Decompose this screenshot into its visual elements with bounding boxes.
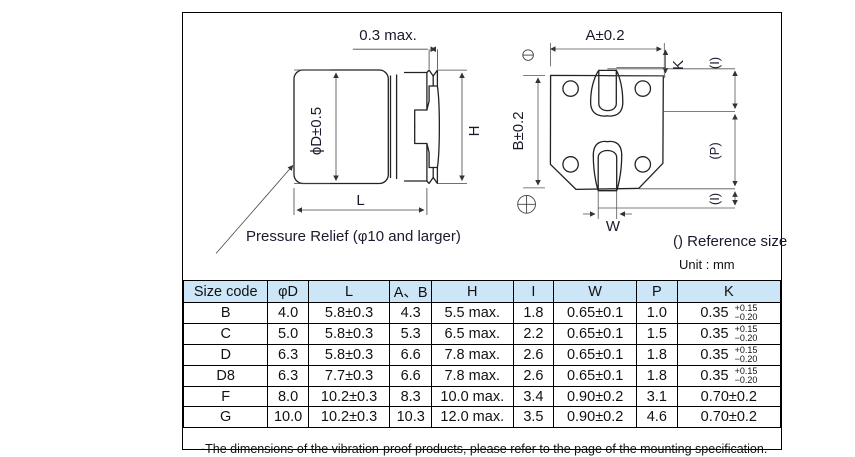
svg-text:A±0.2: A±0.2 (585, 27, 624, 44)
svg-text:ϕD±0.5: ϕD±0.5 (308, 107, 325, 155)
svg-text:(I): (I) (707, 57, 722, 69)
svg-text:H: H (466, 126, 483, 137)
svg-text:() Reference size: () Reference size (673, 233, 787, 250)
svg-text:(I): (I) (707, 193, 722, 205)
svg-text:L: L (356, 192, 364, 209)
svg-text:B±0.2: B±0.2 (510, 111, 527, 150)
svg-text:(P): (P) (707, 142, 722, 159)
svg-text:W: W (606, 218, 621, 235)
svg-text:K: K (670, 60, 687, 70)
svg-text:0.3 max.: 0.3 max. (359, 27, 417, 44)
svg-text:Pressure Relief (φ10 and large: Pressure Relief (φ10 and larger) (246, 228, 461, 245)
